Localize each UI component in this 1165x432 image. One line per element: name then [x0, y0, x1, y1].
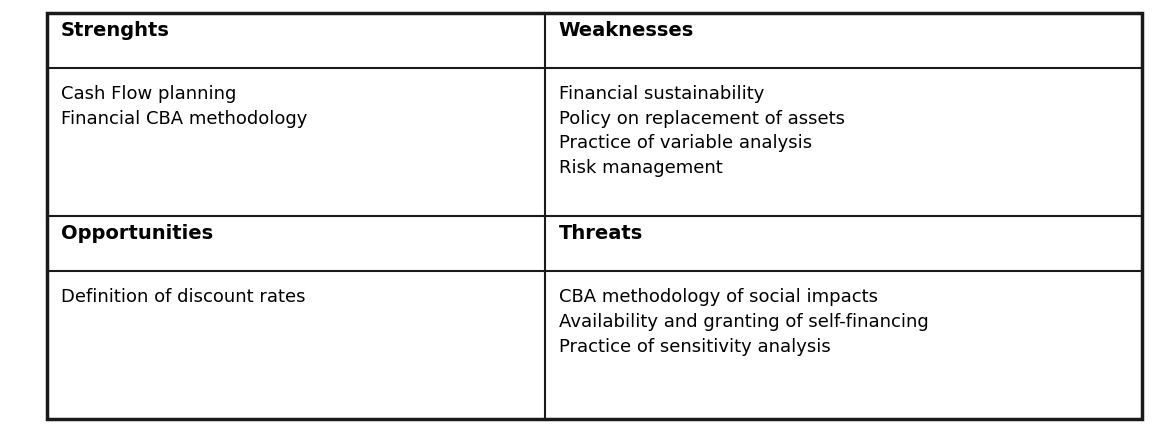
- Text: Strenghts: Strenghts: [61, 21, 169, 40]
- Text: Financial sustainability: Financial sustainability: [559, 85, 764, 103]
- Text: Definition of discount rates: Definition of discount rates: [61, 288, 305, 306]
- Text: Practice of sensitivity analysis: Practice of sensitivity analysis: [559, 337, 831, 356]
- Text: Policy on replacement of assets: Policy on replacement of assets: [559, 110, 845, 128]
- Text: Financial CBA methodology: Financial CBA methodology: [61, 110, 306, 128]
- Text: Practice of variable analysis: Practice of variable analysis: [559, 134, 812, 152]
- Text: Threats: Threats: [559, 224, 643, 243]
- Text: Weaknesses: Weaknesses: [559, 21, 694, 40]
- Text: CBA methodology of social impacts: CBA methodology of social impacts: [559, 288, 878, 306]
- Text: Opportunities: Opportunities: [61, 224, 213, 243]
- Text: Availability and granting of self-financing: Availability and granting of self-financ…: [559, 313, 929, 331]
- Text: Cash Flow planning: Cash Flow planning: [61, 85, 236, 103]
- Text: Risk management: Risk management: [559, 159, 722, 177]
